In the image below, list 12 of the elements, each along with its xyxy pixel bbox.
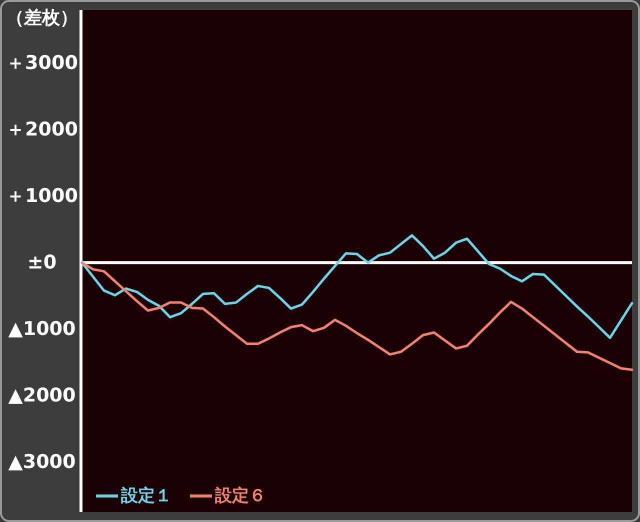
y-tick-label: ▲1000	[8, 318, 76, 340]
y-tick-label: ±0	[27, 252, 57, 274]
y-tick-label: ▲3000	[8, 451, 76, 474]
y-axis-title: （差枚）	[6, 8, 78, 28]
y-tick-label: ▲2000	[8, 384, 76, 407]
legend-label: 設定６	[214, 486, 266, 506]
y-tick-label: ＋3000	[6, 52, 78, 74]
y-tick-label: ＋2000	[6, 118, 78, 141]
line-series	[80, 234, 634, 340]
y-tick-label: ＋1000	[6, 185, 78, 208]
line-series	[80, 261, 634, 371]
legend-label: 設定１	[120, 486, 172, 506]
